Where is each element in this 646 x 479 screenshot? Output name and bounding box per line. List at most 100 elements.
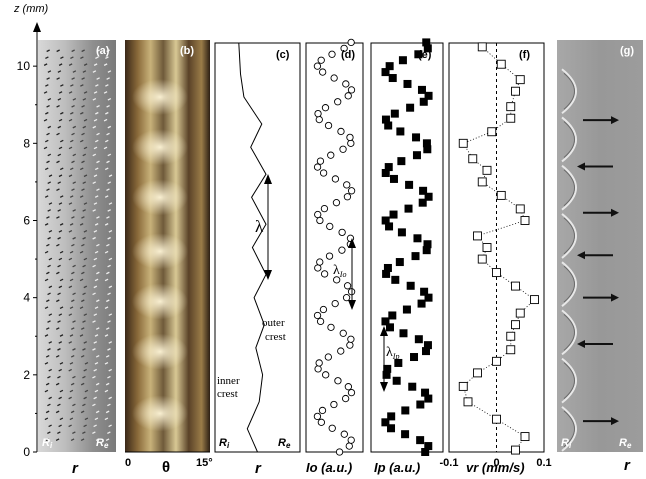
panel-a-tracer: [108, 202, 113, 205]
panel-d-point: [324, 121, 333, 130]
panel-d-point: [319, 305, 328, 314]
panel-a-tracer: [57, 264, 61, 268]
panel-a-tracer: [81, 77, 85, 80]
panel-a-tracer: [82, 264, 86, 268]
panel-a-tracer: [107, 375, 111, 379]
panel-a-tracer: [58, 63, 63, 66]
panel-d-point: [316, 157, 325, 165]
panel-a-tracer: [72, 98, 77, 101]
panel-e-point: [385, 62, 394, 71]
panel-d-point: [338, 246, 346, 254]
panel-e-point: [381, 68, 390, 77]
panel-f-point: [515, 75, 525, 85]
panel-a-tracer: [71, 216, 75, 219]
panel-a-tracer: [104, 167, 109, 171]
panel-a-tracer: [56, 299, 60, 303]
panel-c-lambda-arrow-down-icon: [264, 270, 272, 280]
panel-a-tracer: [59, 139, 64, 143]
panel-a-tracer: [59, 278, 64, 282]
panel-a-tracer: [60, 84, 64, 87]
panel-a-tracer: [82, 403, 86, 407]
panel-a-tracer: [48, 257, 53, 261]
panel-g-roll: [561, 164, 577, 211]
panel-g: (g) Ri Re r: [557, 40, 643, 474]
panel-e-point: [423, 341, 432, 350]
panel-a-tracer: [96, 104, 100, 108]
panel-a-label: (a): [96, 45, 110, 57]
panel-f: (f) -0.1 0 0.1 vr (mm/s): [440, 42, 552, 475]
panel-a-tracer: [92, 153, 97, 157]
panel-a-tracer: [82, 320, 86, 323]
panel-f-point: [492, 268, 501, 278]
panel-d-point: [347, 139, 355, 147]
panel-a-tracer: [106, 271, 110, 275]
panel-e-label: (e): [418, 49, 432, 61]
panel-d-point: [347, 335, 355, 343]
panel-e-point: [402, 305, 411, 314]
panel-a-tracer: [59, 417, 64, 421]
panel-e-point: [382, 269, 391, 278]
panel-f-point: [515, 204, 525, 214]
panel-e-point: [423, 44, 432, 53]
panel-f-point: [520, 216, 530, 225]
panel-a-tracer: [68, 91, 73, 94]
panel-a-tracer: [84, 389, 89, 393]
panel-a-tracer: [106, 77, 110, 80]
panel-a-tracer: [105, 84, 109, 87]
panel-a-tracer: [44, 417, 49, 421]
panel-a-tracer: [47, 153, 52, 157]
panel-d-point: [313, 412, 322, 421]
panel-a-tracer: [96, 132, 100, 136]
panel-a-tracer: [68, 257, 73, 261]
panel-d-point: [340, 430, 348, 438]
panel-f-point: [511, 320, 520, 330]
panel-a-tracer: [46, 160, 50, 164]
panel-a-tracer: [58, 368, 62, 372]
panel-f-point: [492, 356, 501, 366]
panel-a-tracer: [48, 396, 52, 400]
panel-a-tracer: [80, 354, 85, 358]
panel-f-point: [463, 397, 473, 407]
panel-c: (c) λ outer crest inner crest Ri Re r: [214, 42, 301, 477]
panel-a-tracer: [46, 243, 50, 247]
panel-a-tracer: [104, 250, 109, 254]
panel-a-tracer: [70, 327, 75, 330]
panel-a-tracer: [83, 146, 88, 150]
panel-e-point: [419, 186, 428, 195]
panel-a-tracer: [55, 382, 60, 386]
panel-a-tracer: [60, 111, 64, 115]
panel-a-tracer: [59, 195, 64, 198]
panel-a-tracer: [104, 195, 109, 198]
panel-a-tracer: [95, 354, 100, 358]
panel-a-tracer: [83, 118, 88, 122]
panel-a-tracer: [94, 278, 99, 282]
panel-a-tracer: [69, 250, 74, 254]
panel-a-tracer: [104, 361, 109, 365]
panel-e-point: [390, 109, 399, 118]
panel-a-tracer: [82, 181, 87, 185]
panel-a-tracer: [58, 313, 63, 316]
panel-e-lambda-arrow-up-icon: [380, 326, 388, 336]
panel-a-tracer: [108, 229, 113, 233]
panel-a-tracer: [57, 403, 61, 407]
panel-a-re: Re: [96, 437, 109, 450]
panel-d-point: [335, 448, 344, 456]
panel-d-point: [339, 329, 347, 337]
panel-a-tracer: [96, 188, 100, 191]
panel-d-point: [339, 145, 347, 153]
panel-a-tracer: [71, 243, 75, 247]
panel-e-point: [384, 121, 393, 130]
panel-a-tracer: [95, 438, 100, 442]
panel-a-tracer: [81, 299, 85, 303]
panel-a-tracer: [59, 223, 64, 226]
panel-a-tracer: [47, 70, 52, 73]
panel-a-tracer: [58, 229, 63, 233]
panel-a-tracer: [107, 320, 111, 323]
panel-e-point: [424, 394, 433, 403]
panel-a-tracer: [45, 111, 49, 115]
panel-a-tracer: [71, 132, 75, 136]
panel-a-tracer: [68, 146, 73, 150]
panel-a-tracer: [104, 417, 109, 421]
panel-e-point: [385, 323, 394, 332]
panel-d-point: [316, 317, 325, 326]
